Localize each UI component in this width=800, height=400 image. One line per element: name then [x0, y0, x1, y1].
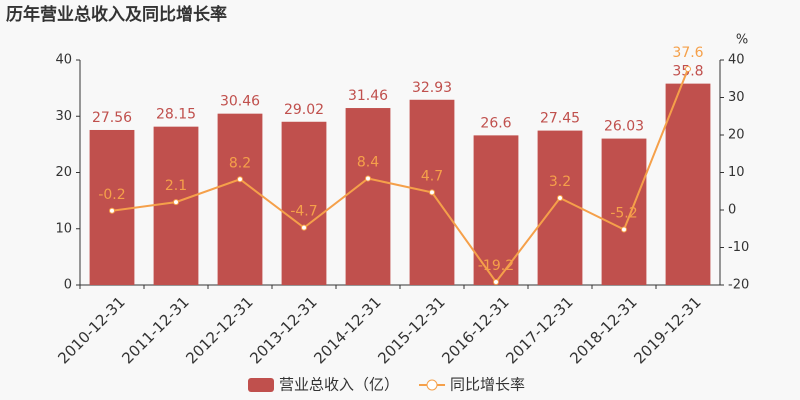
bar [281, 121, 327, 285]
x-tick-label: 2014-12-31 [310, 293, 384, 367]
x-tick-label: 2018-12-31 [566, 293, 640, 367]
y2-tick-label: -20 [728, 278, 749, 293]
line-point [557, 195, 563, 201]
y2-tick-label: 0 [728, 203, 736, 218]
line-point [621, 226, 627, 233]
line-point [429, 189, 435, 196]
x-tick-label: 2013-12-31 [246, 293, 320, 367]
x-tick-label: 2015-12-31 [374, 293, 448, 367]
bar-value-label: 26.03 [604, 119, 644, 135]
x-tick-label: 2011-12-31 [118, 293, 192, 367]
legend-swatch [248, 378, 274, 392]
line-value-label: 4.7 [421, 168, 443, 184]
bar [601, 138, 647, 285]
bar [537, 130, 583, 285]
x-tick-label: 2016-12-31 [438, 293, 512, 367]
line-value-label: -0.2 [98, 187, 125, 203]
bar-value-label: 27.45 [540, 111, 580, 127]
line-point [237, 176, 243, 183]
bar [665, 83, 711, 285]
line-value-label: 2.1 [165, 178, 187, 194]
y-tick-label: 30 [55, 109, 72, 124]
y-tick-label: 10 [55, 221, 72, 236]
bar-value-label: 30.46 [220, 94, 260, 110]
y2-tick-label: 40 [728, 53, 745, 68]
bar [89, 129, 135, 285]
bar-value-label: 27.56 [92, 110, 132, 126]
line-value-label: -4.7 [290, 204, 317, 220]
line-value-label: -5.2 [610, 206, 637, 222]
y2-tick-label: 10 [728, 165, 745, 180]
y2-tick-label: -10 [728, 240, 749, 255]
line-point [109, 207, 115, 214]
bar-value-label: 28.15 [156, 107, 196, 123]
bar-value-label: 32.93 [412, 80, 452, 96]
line-point [301, 224, 307, 231]
line-point [365, 175, 371, 182]
bar [345, 108, 391, 285]
line-value-label: 3.2 [549, 174, 571, 190]
bar [153, 126, 199, 285]
legend-label: 同比增长率 [450, 376, 525, 394]
line-point [173, 199, 179, 206]
line-value-label: 8.4 [357, 155, 379, 171]
line-value-label: 37.6 [672, 45, 703, 61]
line-point [493, 279, 499, 285]
line-point [685, 66, 691, 72]
y-tick-label: 20 [55, 165, 72, 180]
y-tick-label: 0 [64, 278, 72, 293]
x-tick-label: 2012-12-31 [182, 293, 256, 367]
x-tick-label: 2019-12-31 [630, 293, 704, 367]
y2-unit: % [736, 33, 748, 48]
bar-value-label: 29.02 [284, 102, 324, 118]
x-tick-label: 2010-12-31 [54, 293, 128, 367]
chart-title: 历年营业总收入及同比增长率 [6, 4, 227, 25]
line-value-label: 8.2 [229, 155, 251, 171]
legend-swatch-point [426, 379, 438, 391]
y2-tick-label: 20 [728, 128, 745, 143]
legend-label: 营业总收入（亿） [279, 376, 399, 394]
line-value-label: -19.2 [478, 258, 514, 274]
bar-value-label: 26.6 [480, 115, 511, 131]
bar [217, 113, 263, 285]
y2-tick-label: 30 [728, 90, 745, 105]
line [111, 68, 689, 284]
bar-value-label: 31.46 [348, 88, 388, 104]
x-tick-label: 2017-12-31 [502, 293, 576, 367]
y-tick-label: 40 [55, 53, 72, 68]
